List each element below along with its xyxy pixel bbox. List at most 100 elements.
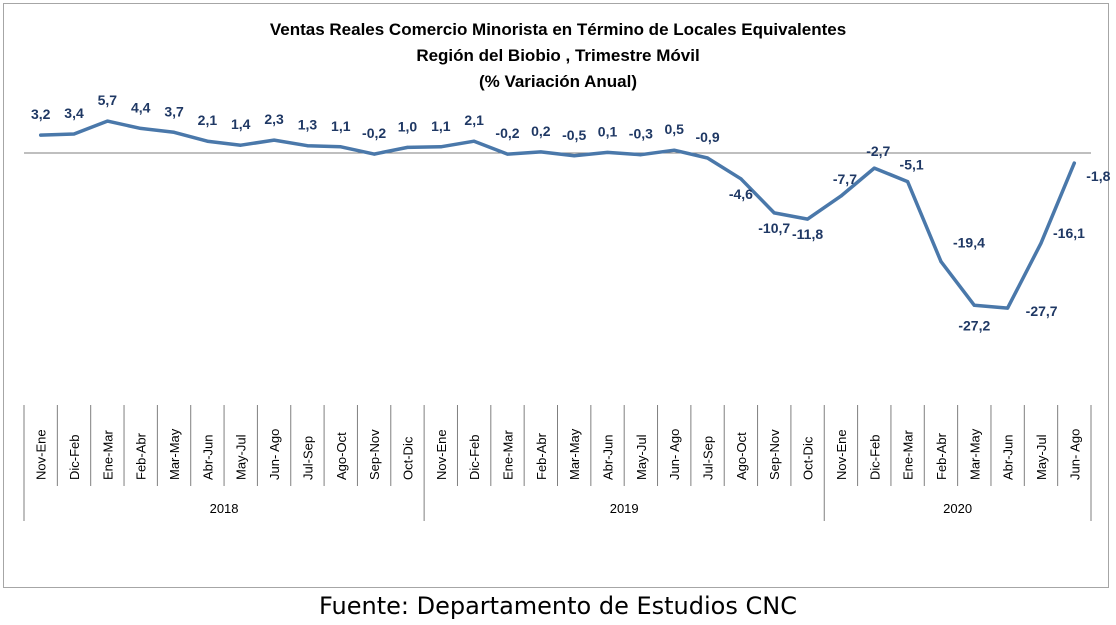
x-tick-label: Dic-Feb bbox=[867, 434, 882, 480]
data-label: 2,1 bbox=[198, 112, 218, 128]
data-point bbox=[272, 138, 276, 142]
x-tick-label: Abr-Jun bbox=[200, 434, 215, 480]
data-point bbox=[505, 152, 509, 156]
data-label: 1,1 bbox=[331, 118, 351, 134]
data-point bbox=[172, 130, 176, 134]
data-label: -10,7 bbox=[758, 220, 790, 236]
data-point bbox=[1072, 161, 1076, 165]
data-point bbox=[72, 132, 76, 136]
x-tick-label: Ene-Mar bbox=[100, 429, 115, 480]
data-point bbox=[405, 145, 409, 149]
x-tick-label: Jul-Sep bbox=[300, 436, 315, 480]
x-tick-label: Feb-Abr bbox=[534, 432, 549, 480]
data-label: 4,4 bbox=[131, 99, 151, 115]
data-point bbox=[1006, 306, 1010, 310]
data-label: 2,1 bbox=[464, 112, 484, 128]
data-label: -2,7 bbox=[866, 143, 890, 159]
data-label: 5,7 bbox=[98, 92, 118, 108]
data-point bbox=[872, 166, 876, 170]
x-tick-label: Ago-Oct bbox=[734, 432, 749, 480]
data-point bbox=[1039, 241, 1043, 245]
data-point bbox=[606, 150, 610, 154]
x-tick-label: Sep-Nov bbox=[767, 429, 782, 480]
data-point bbox=[39, 133, 43, 137]
x-tick-label: Oct-Dic bbox=[801, 436, 816, 480]
data-label: -27,2 bbox=[958, 317, 990, 333]
data-label: -0,9 bbox=[695, 129, 719, 145]
x-tick-label: Abr-Jun bbox=[601, 434, 616, 480]
data-label: -7,7 bbox=[833, 171, 857, 187]
data-label: 3,7 bbox=[164, 103, 184, 119]
x-tick-label: May-Jul bbox=[634, 434, 649, 480]
data-label: 1,0 bbox=[398, 118, 418, 134]
chart-frame bbox=[3, 3, 1109, 588]
data-point bbox=[839, 194, 843, 198]
year-label: 2018 bbox=[210, 501, 239, 516]
data-label: -5,1 bbox=[900, 157, 924, 173]
data-label: -0,2 bbox=[362, 125, 386, 141]
data-point bbox=[472, 139, 476, 143]
data-point bbox=[739, 177, 743, 181]
data-label: 0,1 bbox=[598, 123, 618, 139]
data-point bbox=[806, 217, 810, 221]
x-tick-label: Ene-Mar bbox=[500, 429, 515, 480]
data-label: -16,1 bbox=[1053, 225, 1085, 241]
data-label: 3,2 bbox=[31, 106, 51, 122]
x-tick-label: Oct-Dic bbox=[400, 436, 415, 480]
series-line bbox=[38, 119, 1077, 310]
data-label: -19,4 bbox=[953, 235, 985, 251]
data-label: 1,1 bbox=[431, 118, 451, 134]
data-label: -4,6 bbox=[729, 186, 753, 202]
x-tick-label: Abr-Jun bbox=[1001, 434, 1016, 480]
data-point bbox=[339, 145, 343, 149]
x-tick-label: Dic-Feb bbox=[67, 434, 82, 480]
data-point bbox=[139, 126, 143, 130]
data-label: -11,8 bbox=[792, 226, 823, 242]
source-note: Fuente: Departamento de Estudios CNC bbox=[319, 592, 797, 620]
year-label: 2019 bbox=[610, 501, 639, 516]
data-point bbox=[372, 152, 376, 156]
data-point bbox=[105, 119, 109, 123]
x-tick-label: Jun- Ago bbox=[667, 429, 682, 480]
data-point bbox=[972, 303, 976, 307]
data-point bbox=[205, 139, 209, 143]
data-label: 2,3 bbox=[264, 111, 284, 127]
data-label: 0,2 bbox=[531, 123, 551, 139]
x-tick-label: Feb-Abr bbox=[134, 432, 149, 480]
x-tick-label: Nov-Ene bbox=[834, 429, 849, 480]
chart-title-line-1: Ventas Reales Comercio Minorista en Térm… bbox=[269, 20, 847, 39]
data-label: -0,3 bbox=[629, 126, 653, 142]
x-tick-label: Mar-May bbox=[167, 428, 182, 480]
data-label: 1,3 bbox=[298, 117, 318, 133]
data-label: 3,4 bbox=[64, 105, 84, 121]
data-point bbox=[239, 143, 243, 147]
data-point bbox=[539, 150, 543, 154]
x-tick-label: Dic-Feb bbox=[467, 434, 482, 480]
x-tick-label: Jun- Ago bbox=[1067, 429, 1082, 480]
data-label: 1,4 bbox=[231, 116, 251, 132]
x-tick-label: Ago-Oct bbox=[334, 432, 349, 480]
data-label: -27,7 bbox=[1026, 303, 1058, 319]
x-tick-label: Mar-May bbox=[967, 428, 982, 480]
data-point bbox=[672, 148, 676, 152]
x-tick-label: Mar-May bbox=[567, 428, 582, 480]
data-label: -0,2 bbox=[495, 125, 519, 141]
data-point bbox=[639, 153, 643, 157]
data-point bbox=[706, 156, 710, 160]
data-point bbox=[439, 145, 443, 149]
chart-title-line-2: Región del Biobio , Trimestre Móvil bbox=[416, 46, 700, 65]
x-tick-label: May-Jul bbox=[1034, 434, 1049, 480]
data-point bbox=[305, 144, 309, 148]
data-point bbox=[772, 211, 776, 215]
data-label: -0,5 bbox=[562, 127, 586, 143]
data-point bbox=[939, 260, 943, 264]
x-tick-label: Feb-Abr bbox=[934, 432, 949, 480]
x-tick-label: Jun- Ago bbox=[267, 429, 282, 480]
x-tick-label: Ene-Mar bbox=[901, 429, 916, 480]
x-tick-label: Jul-Sep bbox=[701, 436, 716, 480]
year-label: 2020 bbox=[943, 501, 972, 516]
x-tick-label: Nov-Ene bbox=[34, 429, 49, 480]
data-point bbox=[906, 180, 910, 184]
x-tick-label: Nov-Ene bbox=[434, 429, 449, 480]
